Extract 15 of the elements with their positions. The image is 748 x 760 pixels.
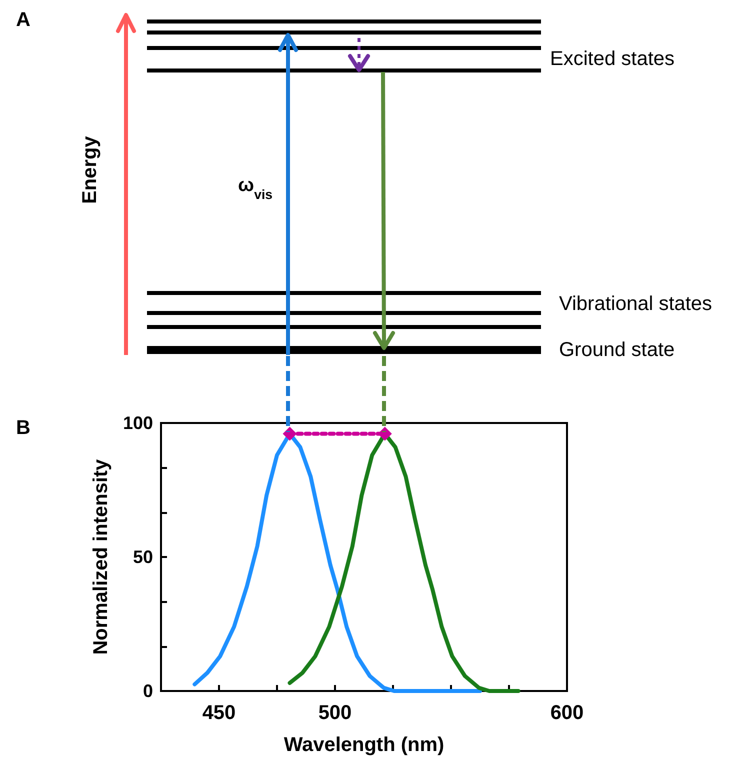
text: Ground state [559,339,675,361]
y-axis-title: Normalized intensity [90,458,112,655]
text: Excited states [550,48,675,70]
y-tick-label: 100 [122,413,153,433]
text: Vibrational states [559,293,712,315]
text: A [16,9,30,31]
text: Energy [79,135,101,204]
x-tick-label: 500 [318,702,352,724]
x-axis-title: Wavelength (nm) [284,734,444,756]
text: B [16,417,30,439]
y-tick-label: 0 [142,681,153,701]
x-tick-label: 450 [202,702,236,724]
x-tick-label: 600 [550,702,584,724]
y-tick-label: 50 [132,547,153,567]
text: ω$_{vis}$ [238,175,273,202]
